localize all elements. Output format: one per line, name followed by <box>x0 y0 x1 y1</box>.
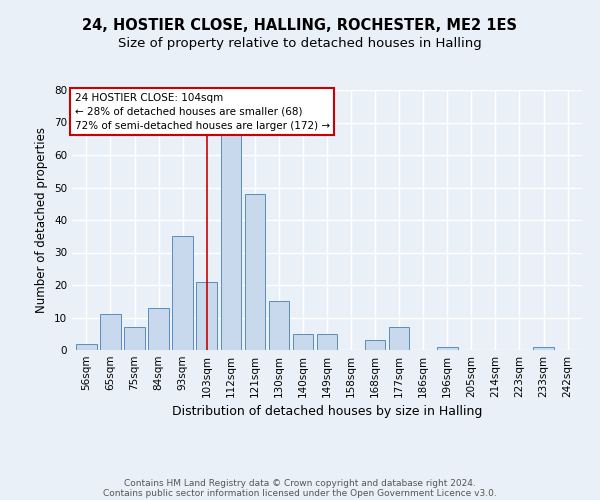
Bar <box>533 347 554 350</box>
Bar <box>437 347 458 350</box>
Bar <box>100 314 121 350</box>
Bar <box>148 308 169 350</box>
Bar <box>124 328 145 350</box>
X-axis label: Distribution of detached houses by size in Halling: Distribution of detached houses by size … <box>172 406 482 418</box>
Text: Contains public sector information licensed under the Open Government Licence v3: Contains public sector information licen… <box>103 488 497 498</box>
Text: Size of property relative to detached houses in Halling: Size of property relative to detached ho… <box>118 38 482 51</box>
Bar <box>317 334 337 350</box>
Bar <box>269 301 289 350</box>
Bar <box>389 328 409 350</box>
Y-axis label: Number of detached properties: Number of detached properties <box>35 127 49 313</box>
Bar <box>196 282 217 350</box>
Bar <box>245 194 265 350</box>
Bar <box>221 129 241 350</box>
Text: 24, HOSTIER CLOSE, HALLING, ROCHESTER, ME2 1ES: 24, HOSTIER CLOSE, HALLING, ROCHESTER, M… <box>83 18 517 32</box>
Bar <box>172 236 193 350</box>
Text: 24 HOSTIER CLOSE: 104sqm
← 28% of detached houses are smaller (68)
72% of semi-d: 24 HOSTIER CLOSE: 104sqm ← 28% of detach… <box>74 92 329 130</box>
Bar <box>293 334 313 350</box>
Text: Contains HM Land Registry data © Crown copyright and database right 2024.: Contains HM Land Registry data © Crown c… <box>124 478 476 488</box>
Bar <box>365 340 385 350</box>
Bar <box>76 344 97 350</box>
